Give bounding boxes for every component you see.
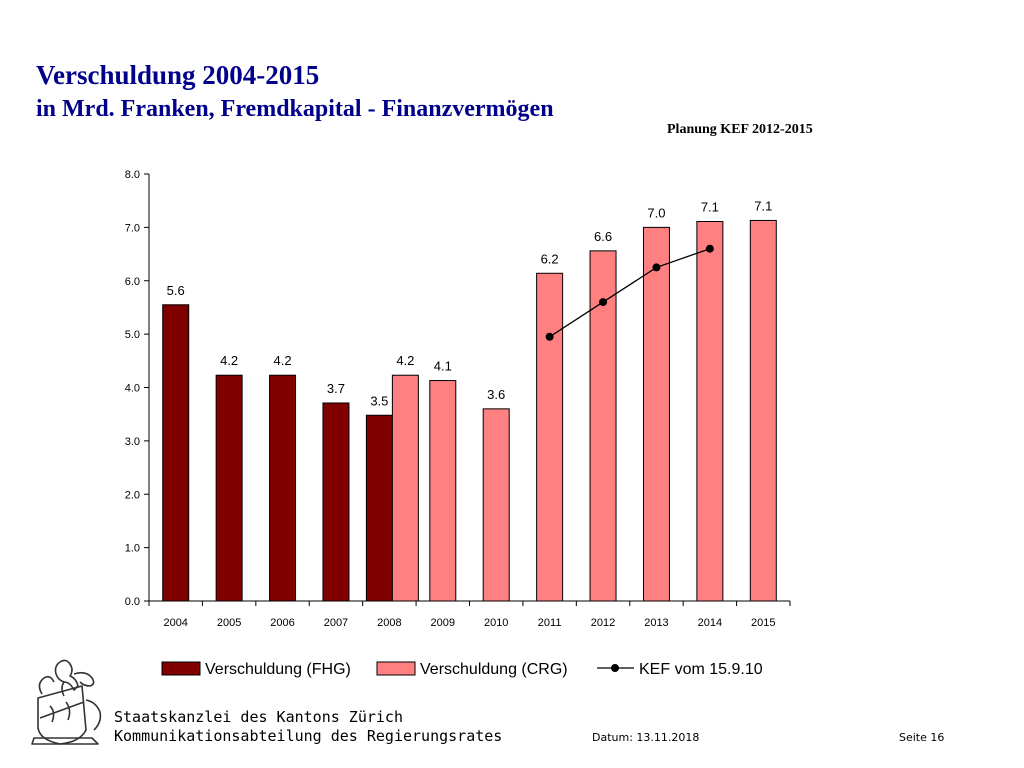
bar-fhg — [269, 374, 297, 602]
y-tick-label: 2.0 — [125, 489, 140, 501]
footer-date: Datum: 13.11.2018 — [592, 731, 700, 744]
data-label: 7.1 — [701, 200, 719, 215]
legend-label-fhg: Verschuldung (FHG) — [205, 661, 351, 678]
bar-crg — [642, 226, 670, 602]
debt-bar-chart: 0.0 1.0 2.0 3.0 4.0 5.0 6.0 7.0 8.0 2004 2005 2006 2… — [125, 169, 791, 678]
zurich-lion-coat-of-arms-icon — [31, 659, 102, 745]
data-label: 6.6 — [594, 229, 612, 244]
data-label: 7.0 — [647, 205, 665, 220]
legend-label-kef: KEF vom 15.9.10 — [639, 661, 763, 678]
data-label: 4.2 — [220, 353, 238, 368]
kef-point — [705, 244, 714, 253]
y-tick-label: 3.0 — [125, 436, 140, 448]
legend-label-crg: Verschuldung (CRG) — [420, 661, 568, 678]
bar-fhg — [215, 374, 243, 602]
x-tick-label: 2012 — [591, 617, 615, 629]
data-label: 4.2 — [396, 353, 414, 368]
bar-crg — [696, 221, 724, 602]
y-tick-label: 4.0 — [125, 383, 140, 395]
planning-note: Planung KEF 2012-2015 — [667, 122, 813, 137]
y-tick-label: 0.0 — [125, 596, 140, 608]
x-tick-label: 2007 — [324, 617, 348, 629]
bar-crg — [536, 272, 564, 602]
bar-fhg — [322, 402, 350, 602]
x-tick-label: 2009 — [431, 617, 455, 629]
bar-crg — [749, 219, 777, 602]
x-tick-label: 2004 — [163, 617, 187, 629]
chart-data-labels: 5.6 4.2 4.2 3.7 3.5 4.2 4.1 3.6 6.2 6.6 7.0 7.1 7.1 — [167, 198, 773, 408]
kef-point — [545, 332, 554, 341]
chart-subtitle: in Mrd. Franken, Fremdkapital - Finanzve… — [36, 96, 554, 122]
footer-page-number: Seite 16 — [899, 731, 945, 744]
data-label: 4.2 — [274, 353, 292, 368]
bar-crg — [391, 374, 419, 602]
bar-crg — [429, 380, 457, 602]
data-label: 7.1 — [754, 198, 772, 213]
y-tick-label: 7.0 — [125, 222, 140, 234]
legend-swatch-crg — [376, 661, 416, 676]
x-tick-label: 2010 — [484, 617, 508, 629]
data-label: 3.7 — [327, 381, 345, 396]
bar-fhg — [365, 414, 393, 602]
y-tick-label: 6.0 — [125, 276, 140, 288]
data-label: 5.6 — [167, 283, 185, 298]
x-tick-label: 2006 — [270, 617, 294, 629]
x-tick-label: 2015 — [751, 617, 775, 629]
y-tick-label: 5.0 — [125, 329, 140, 341]
footer-org-line-2: Kommunikationsabteilung des Regierungsra… — [114, 727, 503, 745]
bar-fhg — [162, 304, 190, 602]
x-tick-label: 2011 — [538, 617, 562, 629]
data-label: 4.1 — [434, 359, 452, 374]
bar-crg — [482, 408, 510, 602]
chart-title: Verschuldung 2004-2015 — [36, 60, 320, 90]
footer-org-line-1: Staatskanzlei des Kantons Zürich — [114, 708, 403, 726]
chart-legend: Verschuldung (FHG) Verschuldung (CRG) KEF … — [161, 661, 763, 678]
chart-bars — [162, 219, 777, 602]
chart-axes: 0.0 1.0 2.0 3.0 4.0 5.0 6.0 7.0 8.0 2004 2005 2006 2… — [125, 169, 791, 629]
data-label: 3.5 — [370, 393, 388, 408]
x-tick-label: 2014 — [698, 617, 722, 629]
kef-point — [599, 298, 608, 307]
data-label: 6.2 — [541, 251, 559, 266]
legend-swatch-fhg — [161, 661, 201, 676]
data-label: 3.6 — [487, 387, 505, 402]
bar-crg — [589, 250, 617, 602]
x-tick-label: 2008 — [377, 617, 401, 629]
kef-line — [549, 248, 711, 338]
kef-point — [652, 263, 661, 272]
y-tick-label: 1.0 — [125, 543, 140, 555]
x-tick-label: 2005 — [217, 617, 241, 629]
legend-swatch-kef-marker — [611, 664, 619, 672]
chart-line — [545, 244, 714, 341]
x-tick-label: 2013 — [644, 617, 668, 629]
y-tick-label: 8.0 — [125, 169, 140, 181]
